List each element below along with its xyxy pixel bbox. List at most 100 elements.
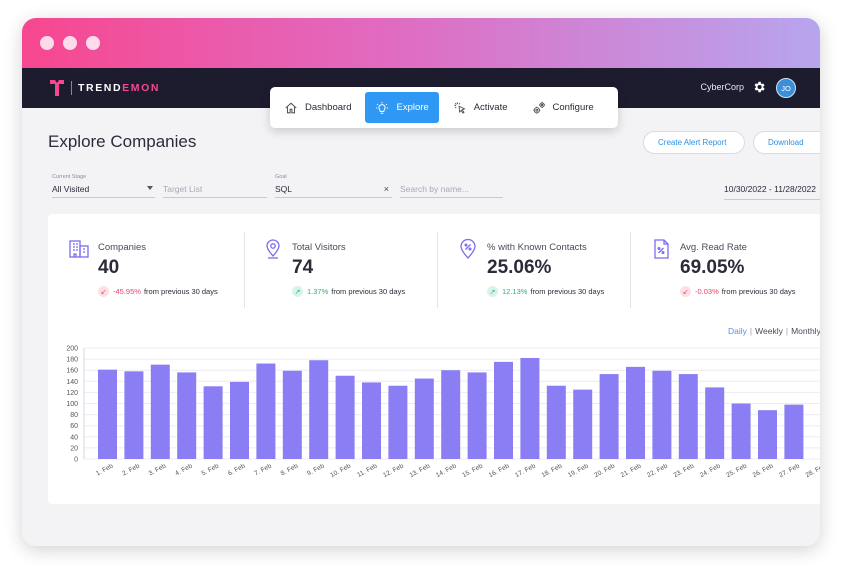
bar (203, 386, 223, 459)
x-tick-label: 5. Feb (200, 462, 220, 477)
bar (309, 360, 329, 459)
stat-value: 74 (292, 257, 314, 278)
window-dot-2[interactable] (63, 36, 77, 50)
y-tick-label: 100 (66, 401, 78, 408)
bar (599, 374, 619, 459)
x-tick-label: 27. Feb (778, 462, 801, 479)
stat-change-percent: -45.95% (113, 287, 141, 296)
bar (758, 410, 777, 459)
stat-change-suffix: from previous 30 days (331, 287, 406, 296)
arrow-up-icon: ↗ (292, 286, 303, 297)
stat-label: Total Visitors (292, 242, 346, 253)
stat-change-suffix: from previous 30 days (143, 287, 218, 296)
current-stage-value: All Visited (52, 184, 90, 194)
gear-icon[interactable] (752, 80, 766, 94)
x-tick-label: 23. Feb (672, 462, 695, 479)
nav-item-label: Activate (473, 102, 508, 113)
bar (98, 369, 117, 459)
stat-label: % with Known Contacts (487, 242, 587, 253)
nav-item-configure[interactable]: Configure (522, 92, 604, 123)
bar (150, 364, 170, 459)
divider (437, 232, 438, 308)
bar (520, 357, 540, 459)
x-tick-label: 25. Feb (725, 462, 748, 479)
bar (467, 372, 487, 459)
current-stage-filter[interactable]: Current Stage All Visited (52, 174, 155, 198)
stat-value: 25.06% (487, 257, 552, 278)
x-tick-label: 8. Feb (280, 462, 300, 477)
stat-known-contacts: % with Known Contacts 25.06% ↗ 12.13% from… (457, 232, 649, 308)
stats-chart-panel: Companies 40 ↙ -45.95% from previous 30 da… (48, 214, 820, 504)
y-tick-label: 200 (66, 346, 78, 353)
x-tick-label: 13. Feb (408, 462, 431, 479)
app-window: TRENDEMON CyberCorp JO Explore Companies… (22, 18, 820, 546)
x-tick-label: 19. Feb (567, 462, 590, 479)
stat-change-percent: 1.37% (307, 287, 329, 296)
search-input[interactable]: Search by name... (400, 182, 503, 198)
document-percent-icon (654, 239, 669, 259)
x-tick-label: 7. Feb (253, 462, 273, 477)
goal-select[interactable]: SQL × (275, 182, 392, 198)
stat-label: Companies (98, 242, 147, 253)
divider (244, 232, 245, 308)
nav-item-dashboard[interactable]: Dashboard (274, 92, 361, 123)
cursor-click-icon (454, 101, 466, 114)
window-dot-1[interactable] (40, 36, 54, 50)
bar (256, 363, 276, 459)
target-list-input[interactable]: Target List (163, 182, 267, 198)
granularity-daily[interactable]: Daily (728, 326, 747, 336)
bar (362, 382, 381, 459)
stat-value: 40 (98, 257, 120, 278)
user-avatar[interactable]: JO (776, 78, 796, 98)
building-icon (69, 240, 89, 258)
stat-change-suffix: from previous 30 days (530, 287, 605, 296)
x-tick-label: 21. Feb (620, 462, 643, 479)
x-tick-label: 12. Feb (382, 462, 405, 479)
bar (678, 374, 698, 459)
nav-item-activate[interactable]: Activate (443, 92, 518, 123)
download-button[interactable]: Download (753, 131, 820, 154)
target-list-filter[interactable]: Target List (163, 174, 267, 198)
location-pin-icon (266, 239, 280, 259)
bar (388, 385, 408, 459)
y-tick-label: 0 (74, 457, 78, 464)
stat-total-visitors: Total Visitors 74 ↗ 1.37% from previous 30… (262, 232, 454, 308)
bar (177, 372, 197, 459)
x-tick-label: 26. Feb (752, 462, 775, 479)
bar (282, 370, 302, 459)
search-placeholder: Search by name... (400, 184, 469, 194)
bar (414, 378, 434, 459)
y-tick-label: 20 (70, 445, 78, 452)
granularity-monthly[interactable]: Monthly (791, 326, 820, 336)
stat-change-percent: 12.13% (502, 287, 528, 296)
current-stage-select[interactable]: All Visited (52, 182, 155, 198)
arrow-up-icon: ↗ (487, 286, 498, 297)
y-tick-label: 60 (70, 423, 78, 430)
x-tick-label: 24. Feb (699, 462, 722, 479)
y-tick-label: 80 (70, 412, 78, 419)
y-tick-label: 120 (66, 390, 78, 397)
x-tick-label: 14. Feb (435, 462, 458, 479)
goal-filter[interactable]: Goal SQL × (275, 174, 392, 198)
x-tick-label: 4. Feb (174, 462, 194, 477)
stat-change: ↗ 12.13% from previous 30 days (487, 286, 604, 297)
stat-change: ↙ -0.03% from previous 30 days (680, 286, 796, 297)
trendemon-logo[interactable]: TRENDEMON (49, 79, 160, 97)
clear-icon[interactable]: × (383, 184, 389, 194)
nav-item-explore[interactable]: Explore (365, 92, 439, 123)
nav-item-label: Dashboard (305, 102, 352, 113)
organization-name[interactable]: CyberCorp (700, 82, 744, 92)
y-tick-label: 180 (66, 357, 78, 364)
granularity-weekly[interactable]: Weekly (755, 326, 783, 336)
search-filter[interactable]: Search by name... (400, 174, 503, 198)
date-range-picker[interactable]: 10/30/2022 - 11/28/2022 (724, 184, 820, 200)
x-tick-label: 28. Feb (804, 462, 820, 479)
bar (573, 389, 593, 459)
window-dot-3[interactable] (86, 36, 100, 50)
goal-label: Goal (275, 174, 287, 180)
main-content: Explore Companies Create Alert Report Do… (22, 108, 820, 546)
y-tick-label: 140 (66, 379, 78, 386)
x-tick-label: 2. Feb (121, 462, 141, 477)
stat-change-suffix: from previous 30 days (721, 287, 796, 296)
create-alert-report-button[interactable]: Create Alert Report (643, 131, 745, 154)
